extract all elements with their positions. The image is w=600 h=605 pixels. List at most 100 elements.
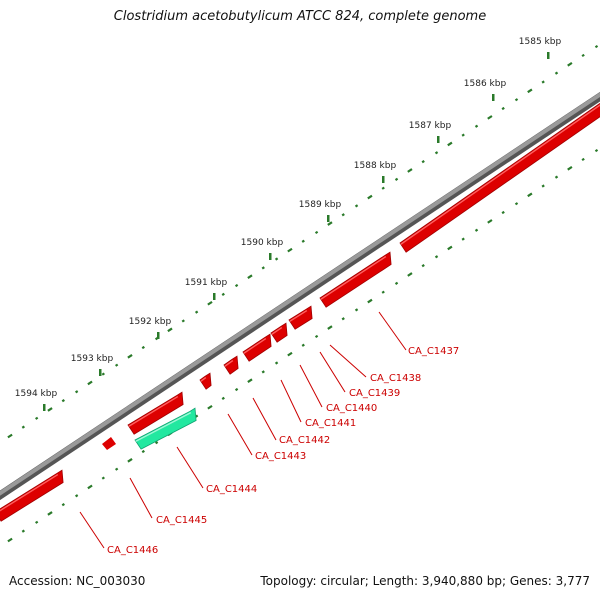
upper-track-tick [474,124,479,128]
kbp-major-tick [327,215,330,222]
lower-track-tick [114,467,119,471]
kbp-major-tick [492,94,495,101]
lower-track-tick [127,458,133,463]
upper-track-tick [234,283,239,288]
gene-leader-line [299,364,323,408]
lower-track-tick [354,308,359,312]
lower-track-tick [247,378,253,383]
upper-track-tick [21,425,25,429]
gene-arrow-highlight [135,411,192,442]
upper-track-tick [167,327,173,333]
lower-track-tick [207,404,213,410]
lower-track-tick [381,290,385,294]
upper-track-tick [514,98,519,102]
lower-track-tick [421,264,425,268]
lower-track-tick [461,237,465,241]
kbp-major-tick [269,253,272,260]
upper-track-tick [314,230,319,235]
gene-leader-line [227,413,253,456]
lower-track-tick [394,281,399,285]
gene-label-CA_C1437[interactable]: CA_C1437 [408,346,459,357]
kbp-major-tick [382,176,385,183]
gene-label-CA_C1442[interactable]: CA_C1442 [279,435,330,446]
gene-leader-line [319,351,346,393]
gene-leader-line [329,344,367,378]
kbp-label: 1588 kbp [354,161,397,171]
gene-arrow-CA_C1441[interactable] [242,333,272,362]
lower-track-tick [234,387,239,392]
lower-track-tick [87,484,93,490]
gene-arrow-CA_C1446[interactable] [0,469,64,522]
lower-track-tick [7,537,13,543]
gene-arrow-highlight [224,359,234,367]
gene-arrow-CA_C1445[interactable] [127,391,184,435]
upper-track-tick [114,363,119,367]
upper-track-tick [7,433,13,439]
gene-leader-line [378,311,407,351]
genome-summary-text: Topology: circular; Length: 3,940,880 bp… [260,574,590,588]
upper-track-tick [301,239,305,243]
lower-track-tick [581,157,585,162]
kbp-label: 1594 kbp [15,389,58,399]
kbp-major-tick [99,369,102,376]
lower-track-tick [541,184,545,188]
upper-track-tick [447,141,453,147]
upper-track-tick [527,88,533,94]
lower-track-tick [327,325,333,330]
gene-arrow-CA_C1443[interactable] [199,372,212,390]
gene-arrow-CA_C1442[interactable] [223,355,239,375]
gene-label-CA_C1444[interactable]: CA_C1444 [206,484,257,495]
upper-track-tick [74,390,79,394]
lower-track-tick [594,148,599,153]
upper-track-tick [567,61,573,67]
upper-track-tick [421,160,425,164]
gene-leader-line [176,446,204,489]
gene-leader-line [79,511,105,549]
upper-track-tick [394,177,399,181]
kbp-scale-labels: 1585 kbp 1586 kbp 1587 kbp 1588 kbp 1589 kbp… [15,37,562,411]
kbp-major-tick [43,404,46,411]
gene-label-CA_C1440[interactable]: CA_C1440 [326,403,377,414]
upper-track-tick [327,221,333,226]
gene-leader-line [280,379,302,423]
upper-track-tick [261,266,265,270]
gene-features [0,102,600,522]
kbp-label: 1586 kbp [464,79,507,89]
gene-arrow-CA_C1439[interactable] [288,305,313,330]
lower-track-tick [35,520,39,524]
upper-track-tick [501,106,505,111]
lower-track-tick [314,334,319,339]
upper-track-tick [381,186,385,190]
gene-label-CA_C1439[interactable]: CA_C1439 [349,388,400,399]
kbp-label: 1585 kbp [519,37,562,47]
gene-arrow-CA_C1438[interactable] [319,251,392,308]
upper-track-tick [407,168,413,173]
gene-label-CA_C1441[interactable]: CA_C1441 [305,418,356,429]
upper-track-tick [247,274,253,279]
gene-arrow-highlight [200,377,207,382]
gene-label-CA_C1446[interactable]: CA_C1446 [107,545,158,556]
upper-tick-track [7,44,599,439]
gene-label-CA_C1443[interactable]: CA_C1443 [255,451,306,462]
upper-track-tick [207,300,213,306]
gene-label-CA_C1438[interactable]: CA_C1438 [370,373,421,384]
lower-track-tick [61,502,65,507]
lower-track-tick [141,449,145,454]
kbp-label: 1592 kbp [129,317,172,327]
upper-track-tick [181,319,185,323]
lower-track-tick [221,396,225,400]
genome-backbone [0,91,600,501]
gene-label-CA_C1445[interactable]: CA_C1445 [156,515,207,526]
lower-track-tick [474,228,479,232]
gene-arrow-highlight [320,255,387,300]
gene-leader-line [252,397,277,441]
lower-track-tick [527,192,533,198]
upper-track-tick [141,345,145,350]
accession-text: Accession: NC_003030 [9,574,146,588]
kbp-major-tick [437,136,440,143]
gene-arrow-CA_C1440[interactable] [270,322,288,343]
kbp-major-tick [157,332,160,339]
upper-track-tick [541,80,545,84]
upper-track-tick [354,204,359,208]
